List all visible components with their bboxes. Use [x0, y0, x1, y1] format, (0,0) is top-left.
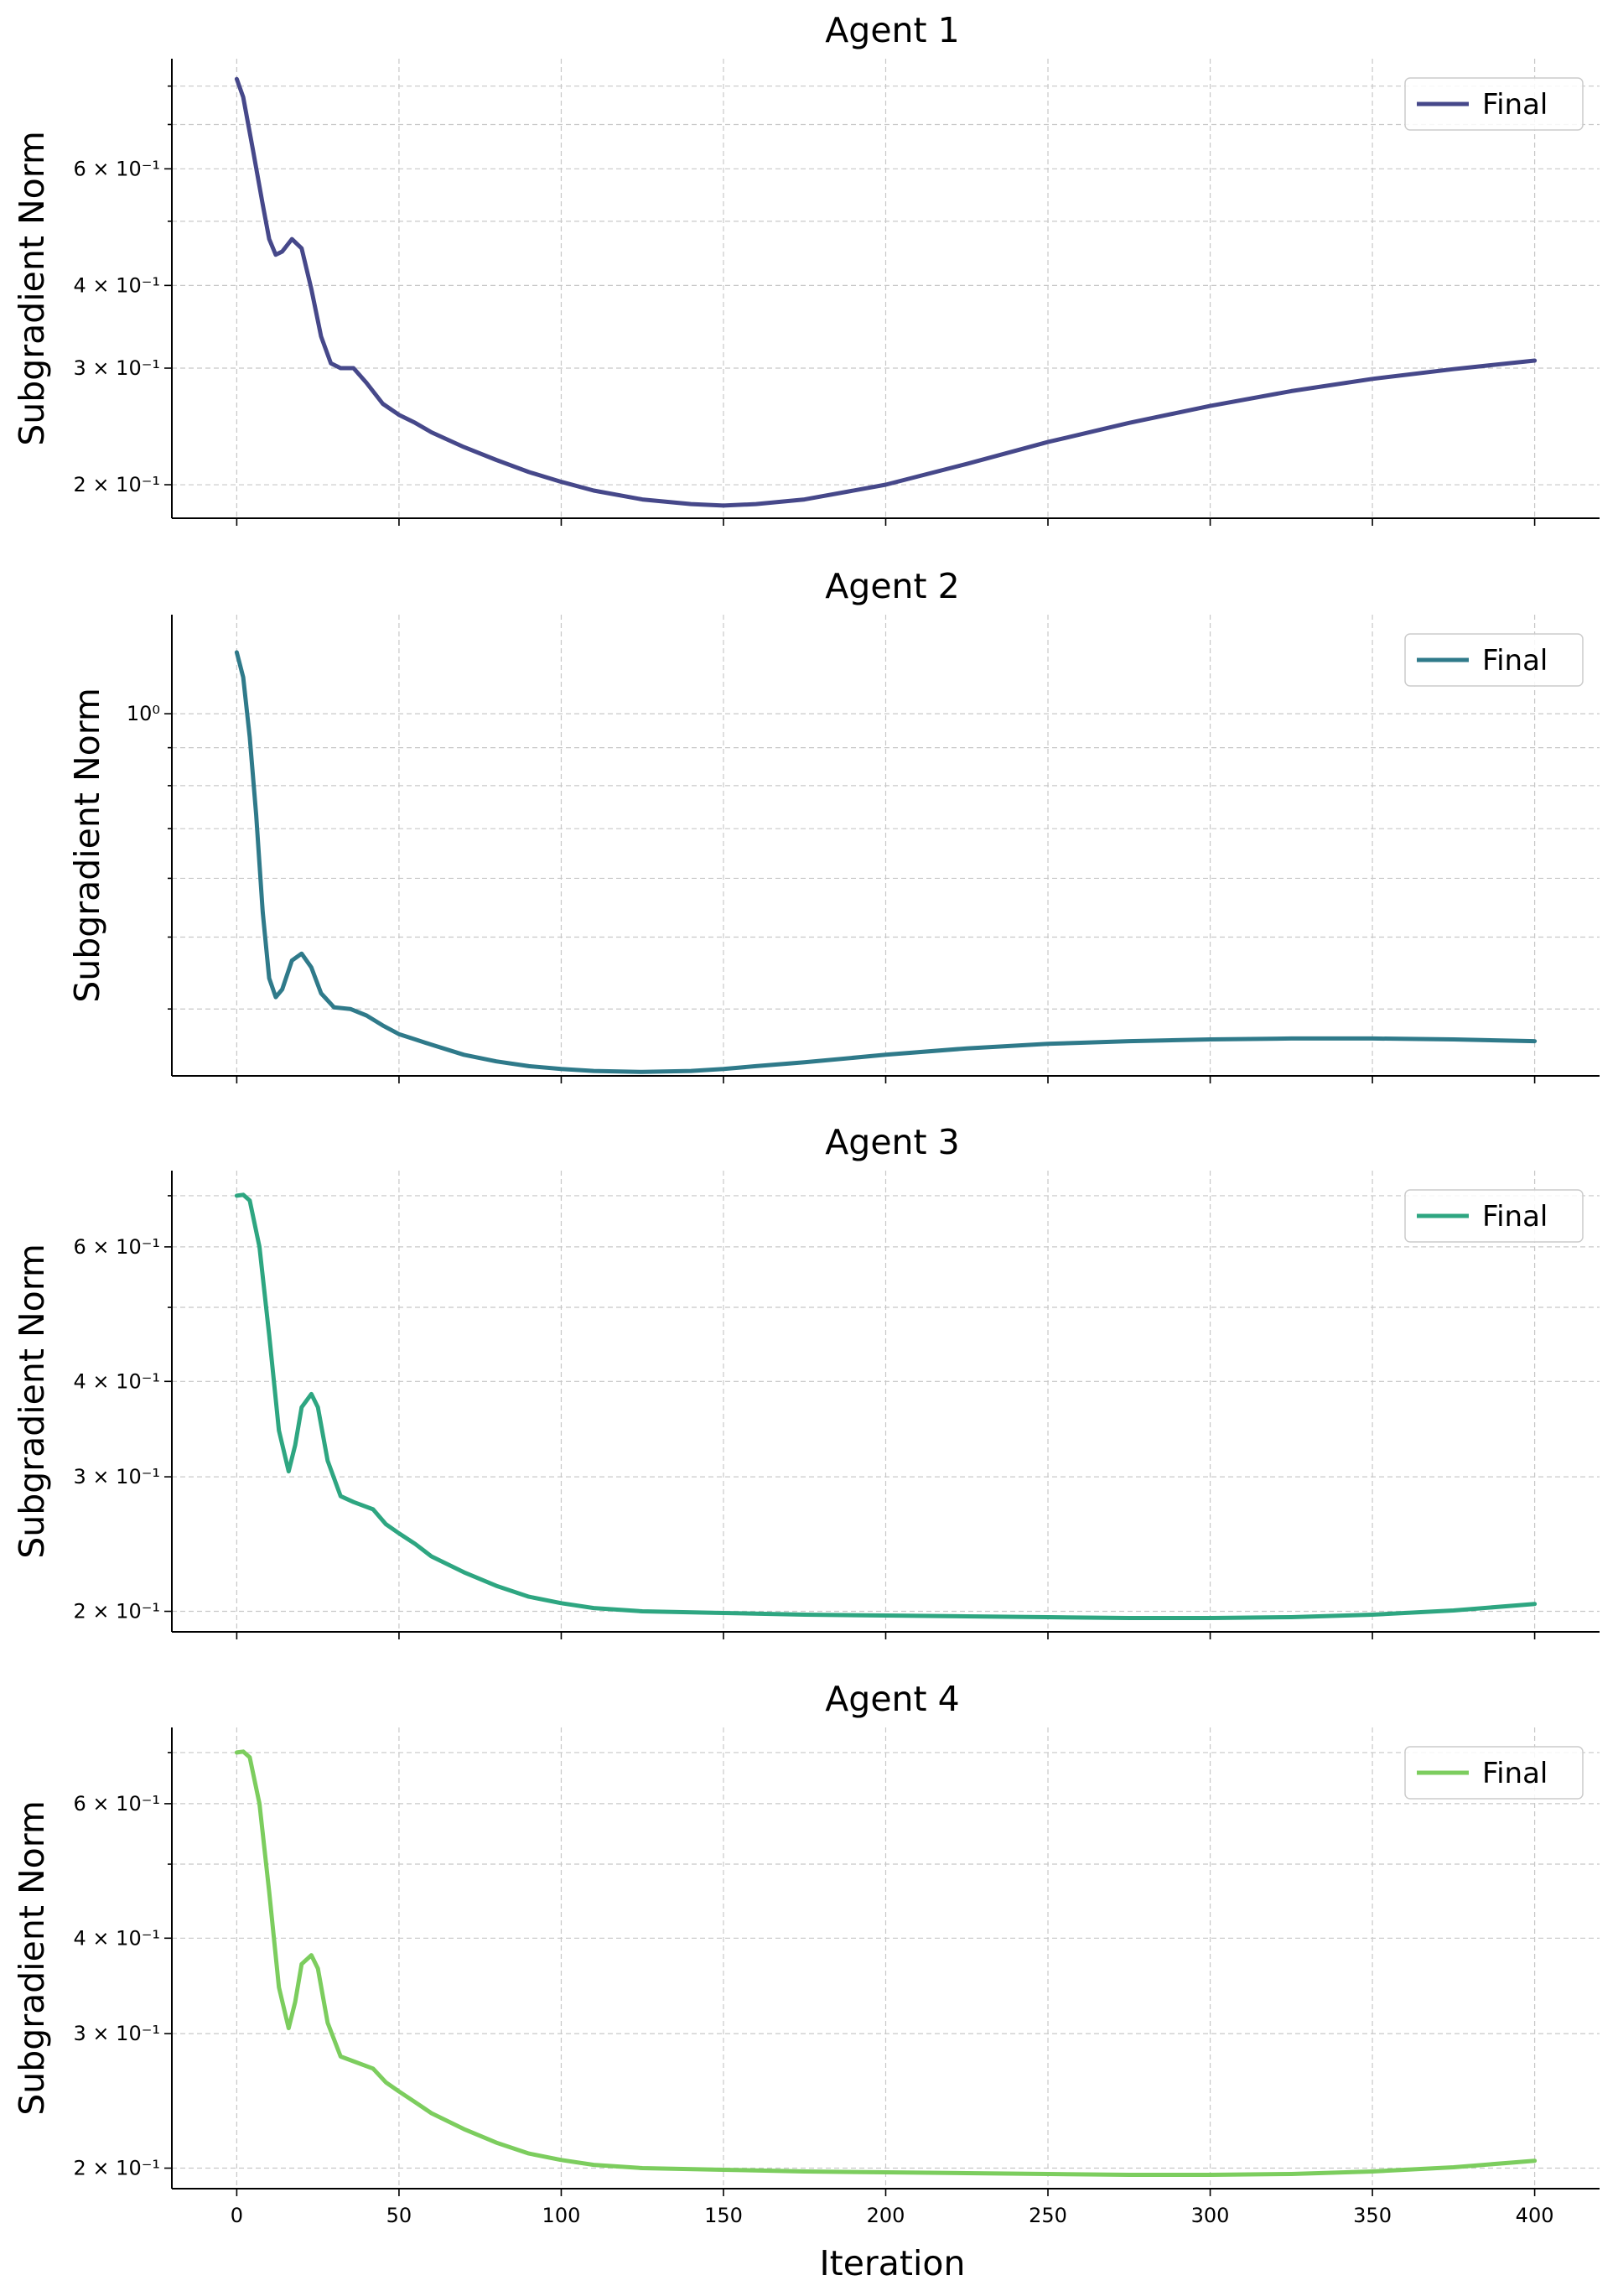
series-line-final — [234, 1749, 1538, 2177]
legend-label: Final — [1482, 88, 1548, 122]
y-tick-label: 6 × 10⁻¹ — [74, 1792, 160, 1816]
subplot-agent-4: 0 50 100 150 200 250 300 350 400 2 × 10⁻¹ 3 × 10⁻¹… — [12, 1679, 1600, 2283]
x-tick-label: 300 — [1191, 2204, 1230, 2227]
subplot-title: Agent 2 — [825, 566, 959, 606]
legend-label: Final — [1482, 1757, 1548, 1790]
legend-box — [1404, 1189, 1584, 1243]
subplot-agent-1: 2 × 10⁻¹ 3 × 10⁻¹ 4 × 10⁻¹ 6 × 10⁻¹ Agent 1 S… — [12, 10, 1600, 526]
subplot-title: Agent 1 — [825, 10, 959, 50]
legend: Final — [1404, 633, 1584, 687]
legend-label: Final — [1482, 644, 1548, 678]
y-tick-label: 10⁰ — [127, 702, 160, 725]
series-line-final — [234, 650, 1538, 1074]
legend-box — [1404, 77, 1584, 131]
subplot-agent-2: 10⁰ Agent 2 Subgradient Norm Final — [67, 566, 1600, 1083]
y-tick-label: 3 × 10⁻¹ — [74, 356, 160, 380]
legend: Final — [1404, 77, 1584, 131]
y-tick-label: 6 × 10⁻¹ — [74, 157, 160, 180]
subplot-title: Agent 4 — [825, 1679, 959, 1719]
y-tick-label: 4 × 10⁻¹ — [74, 1369, 160, 1393]
legend-box — [1404, 1746, 1584, 1800]
x-tick-label: 150 — [704, 2204, 743, 2227]
x-tick-label: 350 — [1353, 2204, 1392, 2227]
series-line-final — [234, 1192, 1538, 1620]
y-tick-label: 4 × 10⁻¹ — [74, 1926, 160, 1950]
y-axis-label: Subgradient Norm — [67, 688, 107, 1003]
y-tick-label: 3 × 10⁻¹ — [74, 1465, 160, 1488]
x-tick-label: 200 — [867, 2204, 905, 2227]
legend: Final — [1404, 1746, 1584, 1800]
y-axis-label: Subgradient Norm — [12, 1800, 52, 2116]
y-tick-label: 6 × 10⁻¹ — [74, 1235, 160, 1259]
subplot-agent-3: 2 × 10⁻¹ 3 × 10⁻¹ 4 × 10⁻¹ 6 × 10⁻¹ Agent 3 S… — [12, 1122, 1600, 1639]
legend-label: Final — [1482, 1200, 1548, 1234]
legend: Final — [1404, 1189, 1584, 1243]
x-tick-label: 0 — [231, 2204, 243, 2227]
series-line-final — [234, 76, 1538, 508]
legend-box — [1404, 633, 1584, 687]
y-tick-label: 2 × 10⁻¹ — [74, 473, 160, 496]
y-tick-label: 3 × 10⁻¹ — [74, 2022, 160, 2045]
x-tick-label: 50 — [386, 2204, 412, 2227]
x-tick-label: 250 — [1029, 2204, 1067, 2227]
y-tick-label: 2 × 10⁻¹ — [74, 2157, 160, 2180]
y-axis-label: Subgradient Norm — [12, 131, 52, 446]
x-tick-label: 100 — [542, 2204, 581, 2227]
subplot-title: Agent 3 — [825, 1122, 959, 1162]
y-tick-label: 2 × 10⁻¹ — [74, 1600, 160, 1623]
x-tick-label: 400 — [1516, 2204, 1554, 2227]
y-tick-label: 4 × 10⁻¹ — [74, 273, 160, 297]
y-axis-label: Subgradient Norm — [12, 1244, 52, 1559]
x-axis-label: Iteration — [820, 2243, 966, 2283]
